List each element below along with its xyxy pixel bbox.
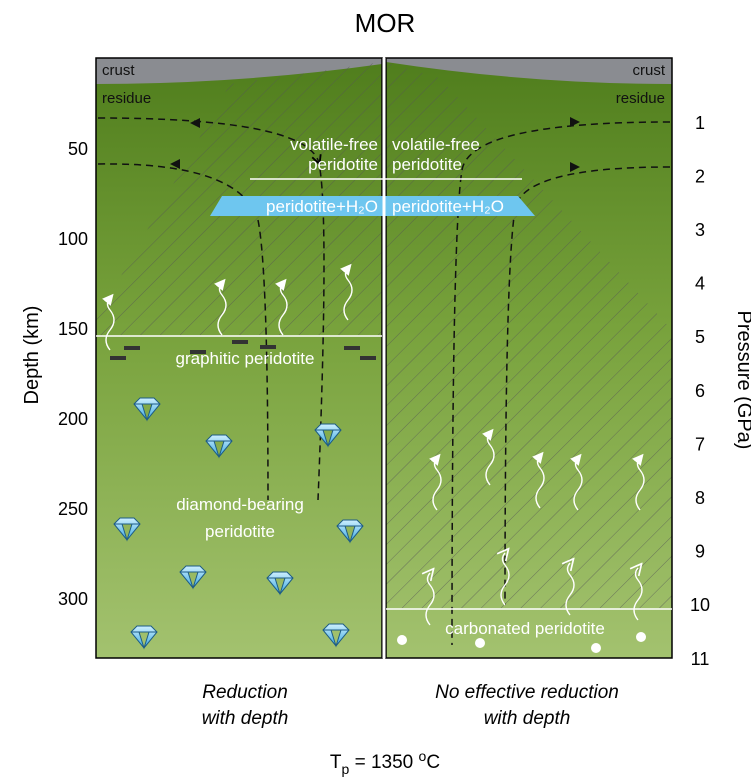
caption: with depth xyxy=(202,708,289,729)
y2-tick-label: 4 xyxy=(695,274,705,294)
carbonate xyxy=(636,632,646,642)
caption: No effective reduction xyxy=(435,682,619,703)
y2-tick-label: 1 xyxy=(695,113,705,133)
y-tick-label: 200 xyxy=(58,409,88,429)
graphite xyxy=(124,346,140,350)
caption: Reduction xyxy=(202,682,288,703)
label: peridotite xyxy=(205,522,275,541)
y-tick-label: 50 xyxy=(68,139,88,159)
carbonate xyxy=(397,635,407,645)
y2-tick-label: 6 xyxy=(695,381,705,401)
graphite xyxy=(110,356,126,360)
label: volatile-free xyxy=(290,135,378,154)
carbonate xyxy=(475,638,485,648)
y-tick-label: 300 xyxy=(58,589,88,609)
graphite xyxy=(360,356,376,360)
label: graphitic peridotite xyxy=(176,349,315,368)
y-tick-label: 250 xyxy=(58,499,88,519)
y2-tick-label: 5 xyxy=(695,327,705,347)
footer-part: p xyxy=(342,761,350,777)
axis-label: Depth (km) xyxy=(21,306,43,405)
label: residue xyxy=(102,90,151,107)
label: peridotite xyxy=(308,155,378,174)
label: peridotite xyxy=(392,155,462,174)
label: diamond-bearing xyxy=(176,495,304,514)
label: volatile-free xyxy=(392,135,480,154)
footer-part: o xyxy=(419,748,427,764)
y2-tick-label: 3 xyxy=(695,220,705,240)
y2-tick-label: 7 xyxy=(695,434,705,454)
label: peridotite+H₂O xyxy=(392,197,504,216)
axis-label: Pressure (GPa) xyxy=(733,311,751,450)
y-tick-label: 150 xyxy=(58,319,88,339)
figure: MOR crust residue crust residue v xyxy=(0,0,751,778)
graphite xyxy=(344,346,360,350)
label: crust xyxy=(102,62,135,79)
graphite xyxy=(232,340,248,344)
y2-tick-label: 10 xyxy=(690,595,710,615)
footer-part: T xyxy=(330,752,342,773)
y-tick-label: 100 xyxy=(58,229,88,249)
label: residue xyxy=(616,90,665,107)
caption: with depth xyxy=(484,708,571,729)
y2-tick-label: 8 xyxy=(695,488,705,508)
label: crust xyxy=(632,62,665,79)
label: peridotite+H₂O xyxy=(266,197,378,216)
footer-part: C xyxy=(426,752,440,773)
footer-part: = 1350 xyxy=(349,752,418,773)
footer: Tp = 1350 oC xyxy=(330,748,440,777)
carbonate xyxy=(591,643,601,653)
y2-tick-label: 9 xyxy=(695,542,705,562)
y2-tick-label: 2 xyxy=(695,166,705,186)
label: carbonated peridotite xyxy=(445,619,605,638)
title: MOR xyxy=(355,8,416,38)
y2-tick-label: 11 xyxy=(691,649,710,669)
